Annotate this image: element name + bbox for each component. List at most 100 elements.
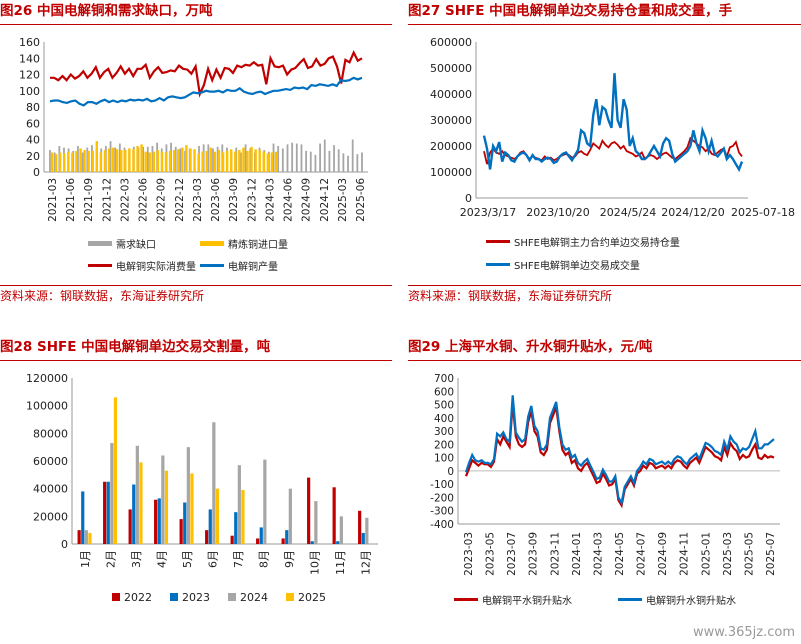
import-bar <box>193 149 196 172</box>
import-bar <box>140 144 143 172</box>
y-tick-label: 600000 <box>430 36 472 49</box>
series-line <box>482 73 744 173</box>
series-line <box>464 403 775 509</box>
chart-svg: 0 20 40 60 80 100 120 140 160 2021-03 2021-06 2021-… <box>19 36 368 273</box>
gap-bar <box>146 146 149 172</box>
legend-label: SHFE电解铜主力合约单边交易持仓量 <box>514 236 680 249</box>
import-bar <box>172 150 176 172</box>
watermark: www.365jz.com <box>693 625 795 640</box>
gap-bar <box>142 146 145 172</box>
legend-label: 精炼铜进口量 <box>228 238 288 251</box>
x-tick-label: 7月 <box>232 550 245 568</box>
delivery-bar <box>336 541 340 544</box>
x-tick-label: 2021-12 <box>101 178 113 222</box>
import-bar <box>209 147 213 172</box>
delivery-bar <box>332 487 336 544</box>
gap-bar <box>49 150 51 172</box>
x-tick-label: 2022-06 <box>138 178 150 222</box>
delivery-bar <box>113 397 118 544</box>
x-tick-label: 2024-03 <box>264 178 276 222</box>
x-tick-label: 10月 <box>308 550 321 575</box>
gap-bar <box>333 145 335 172</box>
legend-label: 电解铜产量 <box>228 260 278 273</box>
y-tick-label: 100000 <box>26 400 68 413</box>
delivery-bar <box>132 484 136 544</box>
import-bar <box>115 149 119 172</box>
y-tick-label: 60 <box>26 117 40 130</box>
import-bar <box>217 150 221 172</box>
y-tick-label: 40000 <box>33 483 68 496</box>
x-tick-label: 2025-07-18 <box>731 206 795 219</box>
chart-title: 图28 SHFE 中国电解铜单边交易交割量，吨 <box>0 336 392 361</box>
x-tick-label: 2023-03 <box>463 532 475 576</box>
import-bar <box>230 149 233 172</box>
delivery-bar <box>256 538 260 544</box>
import-bar <box>152 151 156 172</box>
delivery-bar <box>358 510 362 544</box>
delivery-bar <box>186 447 190 544</box>
delivery-bar <box>164 470 169 544</box>
delivery-bar <box>183 502 187 544</box>
x-tick-label: 2025-03 <box>722 532 734 576</box>
x-tick-label: 2024-07 <box>636 532 648 576</box>
x-tick-label: 2023/3/17 <box>460 206 516 219</box>
x-tick-label: 2021-06 <box>65 178 77 222</box>
legend-label: SHFE电解铜单边交易成交量 <box>514 259 640 272</box>
x-tick-label: 11月 <box>334 550 347 575</box>
import-bar <box>197 153 200 172</box>
x-tick-label: 2023-03 <box>192 178 204 222</box>
gap-bar <box>277 146 280 172</box>
series-line <box>464 395 775 506</box>
import-bar <box>164 152 168 172</box>
x-tick-label: 2025-05 <box>743 532 755 576</box>
y-tick-label: 400000 <box>430 88 472 101</box>
gap-bar <box>305 150 308 172</box>
import-bar <box>50 152 54 172</box>
import-bar <box>181 147 184 172</box>
import-bar <box>128 148 131 172</box>
import-bar <box>213 151 217 172</box>
delivery-bar <box>81 491 85 544</box>
y-tick-label: 120 <box>19 69 40 82</box>
delivery-bar <box>190 473 194 544</box>
delivery-bar <box>259 527 263 544</box>
import-bar <box>58 152 62 172</box>
x-tick-label: 2023-09 <box>228 178 240 222</box>
chart-svg: 0 20000 40000 60000 80000 100000 120000 1月 2月 3月 4… <box>26 372 378 604</box>
y-tick-label: 160 <box>19 36 40 49</box>
x-tick-label: 2024-06 <box>283 178 295 222</box>
chart-source: 资料来源：钢联数据，东海证券研究所 <box>0 285 392 306</box>
gap-bar <box>244 144 247 172</box>
delivery-bar <box>110 443 114 544</box>
y-tick-label: 80000 <box>33 427 68 440</box>
delivery-bar <box>285 530 289 544</box>
import-bar <box>234 151 237 172</box>
import-bar <box>99 152 103 172</box>
y-tick-label: 0 <box>447 466 454 478</box>
gap-bar <box>114 147 117 172</box>
import-bar <box>266 153 270 172</box>
x-tick-label: 2023-05 <box>485 532 497 576</box>
gap-bar <box>77 146 79 172</box>
gap-bar <box>342 153 345 172</box>
y-tick-label: 40 <box>26 134 40 147</box>
delivery-bar <box>365 517 369 544</box>
delivery-bar <box>241 490 245 544</box>
legend-label: 电解铜升水铜升贴水 <box>646 594 736 607</box>
delivery-bar <box>88 532 92 544</box>
y-tick-label: -100 <box>430 479 454 491</box>
legend-label: 需求缺口 <box>116 238 156 251</box>
import-bar <box>246 150 249 172</box>
series-line <box>50 50 363 98</box>
delivery-bar <box>103 481 107 544</box>
import-bar <box>144 151 147 172</box>
delivery-bar <box>205 530 209 544</box>
chart-title: 图29 上海平水铜、升水铜升贴水，元/吨 <box>408 336 801 361</box>
gap-bar <box>319 143 321 172</box>
gap-bar <box>81 152 84 172</box>
gap-bar <box>351 139 354 172</box>
delivery-bar <box>135 445 139 544</box>
delivery-bar <box>307 477 311 544</box>
import-bar <box>238 150 241 172</box>
